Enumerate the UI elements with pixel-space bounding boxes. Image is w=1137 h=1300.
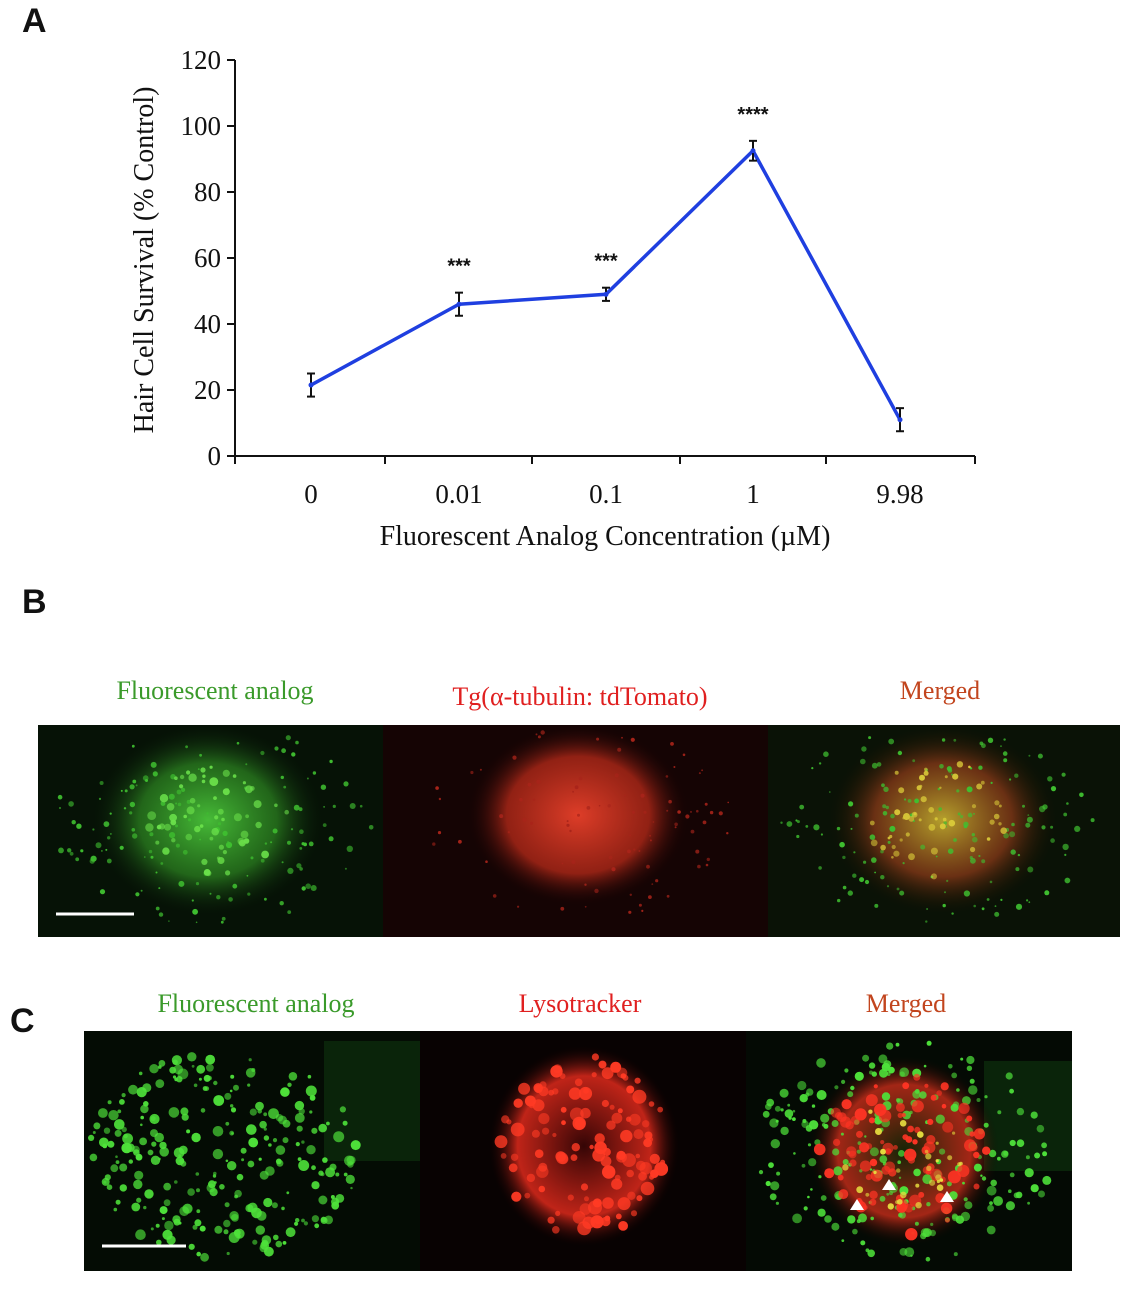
x-tick-label: 1 (746, 479, 760, 509)
y-tick-label: 120 (181, 45, 222, 75)
chart-ticks: 0 20 40 60 80 100 120 0 0.01 0.1 1 9.98 (181, 45, 976, 509)
panel-c-label-green: Fluorescent analog (157, 989, 355, 1018)
chart-series: *** ******* (307, 104, 904, 433)
series-line (310, 147, 902, 421)
panel-b-speckles (57, 730, 1095, 924)
panel-c-micrograph-strip (84, 1031, 1072, 1271)
panel-b-label-merged: Merged (899, 676, 981, 705)
data-point (603, 291, 609, 297)
panel-b-micrograph-strip (38, 725, 1120, 937)
significance-marker: **** (737, 104, 768, 126)
x-tick-label: 0 (304, 479, 318, 509)
x-tick-label: 0.01 (435, 479, 482, 509)
colocalization-arrowhead (940, 1191, 954, 1202)
panel-c-micrographs (84, 1031, 1072, 1271)
panel-letter-b: B (22, 583, 47, 621)
data-point (897, 417, 903, 423)
y-tick-label: 0 (208, 441, 222, 471)
panel-letter-c: C (10, 1002, 35, 1040)
y-tick-label: 100 (181, 111, 222, 141)
data-point (750, 148, 756, 154)
x-tick-label: 0.1 (589, 479, 623, 509)
panel-c-label-merged: Merged (865, 989, 947, 1018)
y-tick-label: 60 (194, 243, 221, 273)
x-axis-label: Fluorescent Analog Concentration (µM) (380, 521, 831, 552)
panel-c-label-red: Lysotracker (518, 989, 642, 1018)
x-tick-label: 9.98 (876, 479, 923, 509)
data-point (456, 301, 462, 307)
data-point (308, 382, 314, 388)
significance-marker: *** (447, 256, 471, 278)
panel-c-speckles (88, 1040, 1052, 1262)
panel-letter-a: A (22, 2, 47, 40)
panel-b-label-green: Fluorescent analog (116, 676, 314, 705)
colocalization-arrowhead (850, 1199, 864, 1210)
panel-b-micrographs (38, 725, 1120, 937)
y-tick-label: 40 (194, 309, 221, 339)
y-tick-label: 20 (194, 375, 221, 405)
panel-b-label-red: Tg(α-tubulin: tdTomato) (452, 682, 708, 711)
y-tick-label: 80 (194, 177, 221, 207)
significance-marker: *** (594, 251, 618, 273)
y-axis-label: Hair Cell Survival (% Control) (129, 87, 160, 434)
colocalization-arrowhead (882, 1179, 896, 1190)
